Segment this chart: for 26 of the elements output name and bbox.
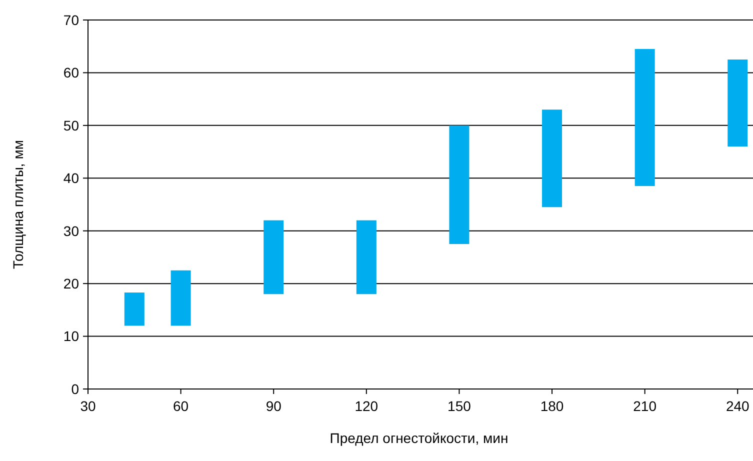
- bar: [264, 220, 284, 294]
- bar: [124, 292, 144, 326]
- y-axis-title: Толщина плиты, мм: [10, 140, 26, 269]
- x-tick-label: 120: [354, 398, 378, 414]
- y-tick-label: 10: [63, 328, 80, 344]
- x-tick-label: 180: [540, 398, 564, 414]
- x-tick-label: 90: [266, 398, 282, 414]
- y-tick-label: 40: [63, 170, 80, 186]
- y-tick-label: 30: [63, 222, 80, 239]
- x-tick-label: 60: [173, 398, 189, 414]
- bar: [728, 60, 748, 147]
- x-tick-label: 240: [726, 398, 750, 414]
- y-tick-label: 20: [63, 275, 80, 292]
- y-tick-label: 70: [63, 12, 80, 28]
- y-tick-label: 60: [63, 64, 80, 81]
- y-tick-label: 0: [71, 380, 80, 397]
- bar: [449, 125, 470, 244]
- bar: [542, 110, 562, 208]
- bar: [170, 270, 191, 326]
- bar: [356, 220, 376, 294]
- x-tick-label: 150: [448, 398, 472, 414]
- y-tick-label: 50: [63, 117, 80, 134]
- x-tick-label: 210: [633, 398, 657, 414]
- bar: [634, 48, 655, 186]
- x-axis-title: Предел огнестойкости, мин: [330, 430, 508, 446]
- x-tick-label: 30: [80, 398, 96, 414]
